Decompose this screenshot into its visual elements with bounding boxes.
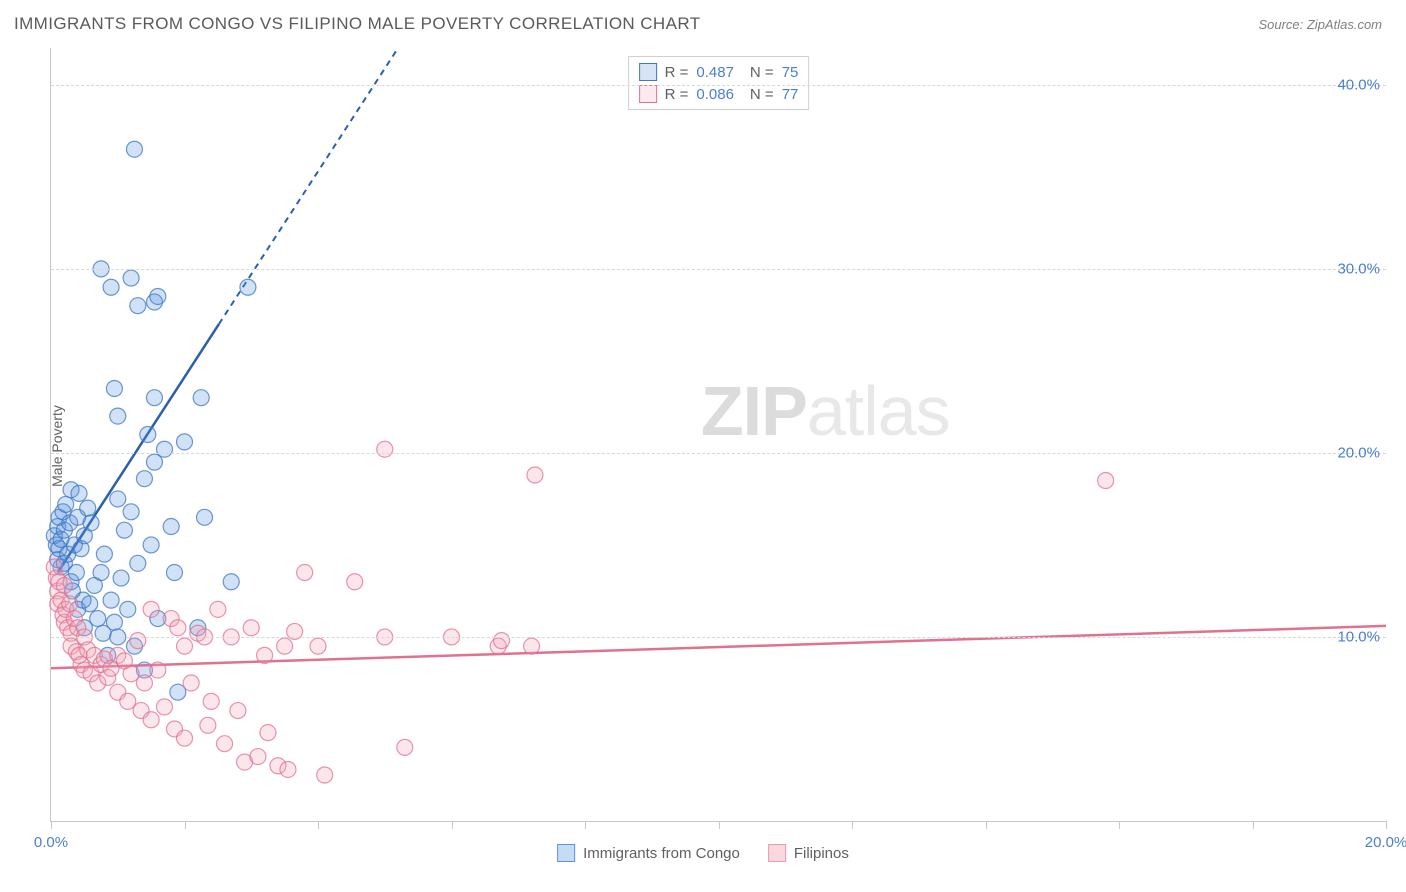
legend-r-value: 0.086 [696,86,734,103]
y-tick-label: 40.0% [1337,76,1380,93]
x-tick [852,821,853,829]
x-tick-label: 0.0% [34,834,68,851]
x-tick [185,821,186,829]
legend-item: Filipinos [768,844,849,862]
gridline [51,637,1386,638]
legend-label: Immigrants from Congo [583,845,740,862]
series-legend: Immigrants from Congo Filipinos [557,844,849,862]
legend-r-label: R = [665,86,689,103]
legend-swatch [639,63,657,81]
legend-row: R = 0.086 N = 77 [639,83,799,105]
correlation-legend: R = 0.487 N = 75 R = 0.086 N = 77 [628,56,810,110]
header: IMMIGRANTS FROM CONGO VS FILIPINO MALE P… [0,0,1406,44]
x-tick [1119,821,1120,829]
legend-r-label: R = [665,64,689,81]
source-attribution: Source: ZipAtlas.com [1258,17,1382,32]
legend-n-label: N = [750,86,774,103]
x-tick [585,821,586,829]
x-tick-label: 20.0% [1365,834,1406,851]
legend-label: Filipinos [794,845,849,862]
chart-title: IMMIGRANTS FROM CONGO VS FILIPINO MALE P… [14,14,700,34]
x-tick [51,821,52,829]
scatter-svg [51,48,1386,821]
legend-row: R = 0.487 N = 75 [639,61,799,83]
x-tick [719,821,720,829]
x-tick [452,821,453,829]
x-tick [986,821,987,829]
y-tick-label: 10.0% [1337,628,1380,645]
gridline [51,85,1386,86]
chart-plot-area: ZIPatlas R = 0.487 N = 75 R = 0.086 N = … [50,48,1386,822]
gridline [51,269,1386,270]
legend-n-value: 75 [782,64,799,81]
x-tick [1386,821,1387,829]
legend-n-value: 77 [782,86,799,103]
x-tick [318,821,319,829]
legend-swatch [639,85,657,103]
legend-swatch [557,844,575,862]
x-tick [1253,821,1254,829]
legend-item: Immigrants from Congo [557,844,740,862]
legend-n-label: N = [750,64,774,81]
y-tick-label: 20.0% [1337,444,1380,461]
gridline [51,453,1386,454]
legend-swatch [768,844,786,862]
y-tick-label: 30.0% [1337,260,1380,277]
legend-r-value: 0.487 [696,64,734,81]
